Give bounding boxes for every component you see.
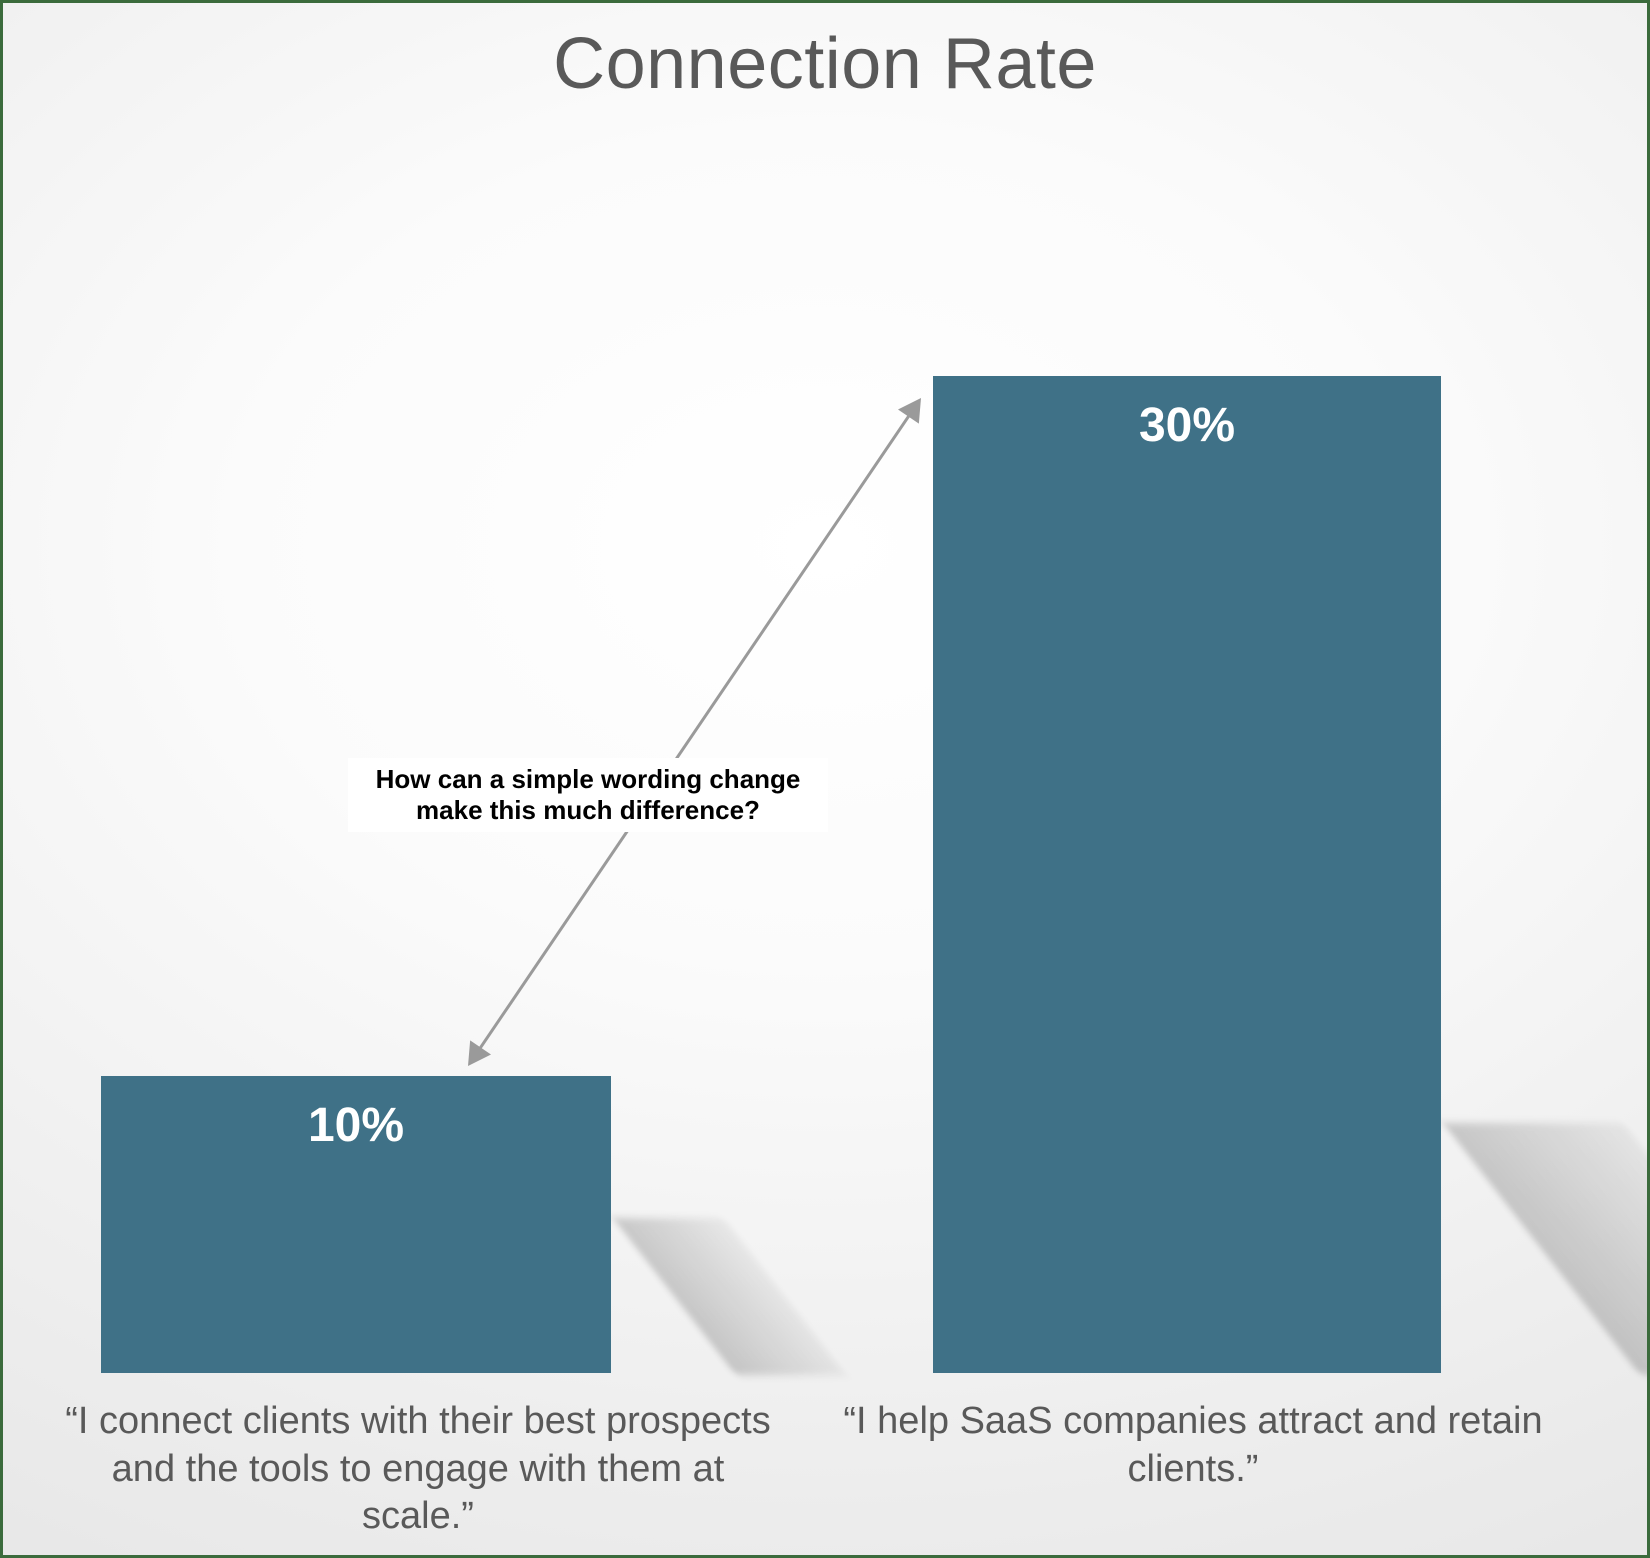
bar-shadow	[613, 1218, 846, 1375]
bar-shadow	[1443, 1123, 1650, 1375]
chart-title: Connection Rate	[3, 23, 1647, 105]
bar: 30%	[933, 376, 1441, 1373]
category-label: “I connect clients with their best prosp…	[53, 1398, 783, 1541]
bar-value-label: 30%	[933, 398, 1441, 453]
category-label: “I help SaaS companies attract and retai…	[833, 1398, 1553, 1493]
annotation-callout: How can a simple wording change make thi…	[348, 758, 828, 832]
bar-value-label: 10%	[101, 1098, 611, 1153]
bar: 10%	[101, 1076, 611, 1373]
chart-frame: Connection Rate 10% 30% How can a simple…	[0, 0, 1650, 1558]
